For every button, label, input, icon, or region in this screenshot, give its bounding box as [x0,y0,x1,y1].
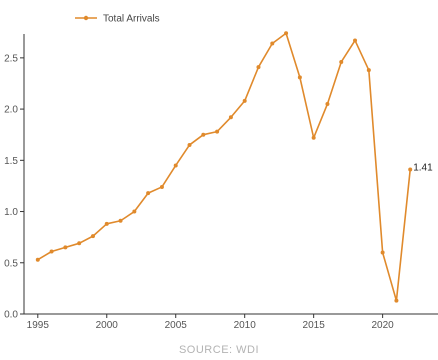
data-point[interactable] [146,191,151,196]
data-point[interactable] [228,115,233,120]
legend-marker [83,15,89,21]
data-point[interactable] [118,218,123,223]
y-tick-label: 1.5 [4,156,18,167]
data-point[interactable] [187,142,192,147]
data-point[interactable] [77,241,82,246]
data-point[interactable] [242,98,247,103]
data-point[interactable] [35,257,40,262]
data-point[interactable] [366,68,371,73]
line-chart: 0.0 0.5 1.0 1.5 2.0 2.5 1995 2000 2005 2010 2015 20… [4,14,438,331]
data-point[interactable] [90,234,95,239]
x-tick-label: 2000 [96,320,119,331]
y-tick-label: 0.5 [4,258,18,269]
legend-label[interactable]: Total Arrivals [103,14,160,25]
data-point[interactable] [297,75,302,80]
data-point[interactable] [201,132,206,137]
data-point[interactable] [339,59,344,64]
data-point[interactable] [284,31,289,36]
y-tick-label: 2.5 [4,53,18,64]
x-tick-label: 1995 [27,320,50,331]
end-value-label: 1.41 [413,163,433,174]
x-tick-label: 2015 [303,320,326,331]
x-tick-label: 2005 [165,320,188,331]
data-point[interactable] [256,65,261,70]
data-point[interactable] [159,184,164,189]
source-note: SOURCE: WDI [178,344,260,356]
data-point[interactable] [132,209,137,214]
x-tick-label: 2020 [371,320,394,331]
data-point[interactable] [394,298,399,303]
y-tick-label: 0.0 [4,310,18,321]
y-tick-label: 1.0 [4,207,18,218]
data-point[interactable] [353,38,358,43]
x-tick-label: 2010 [234,320,257,331]
series-line [37,32,412,302]
data-point[interactable] [408,167,413,172]
data-point[interactable] [325,101,330,106]
data-point[interactable] [270,41,275,46]
data-point[interactable] [215,129,220,134]
data-point[interactable] [104,221,109,226]
data-point[interactable] [49,249,54,254]
data-point[interactable] [311,135,316,140]
data-point[interactable] [173,163,178,168]
data-point[interactable] [63,245,68,250]
data-point[interactable] [380,250,385,255]
y-tick-label: 2.0 [4,105,18,116]
